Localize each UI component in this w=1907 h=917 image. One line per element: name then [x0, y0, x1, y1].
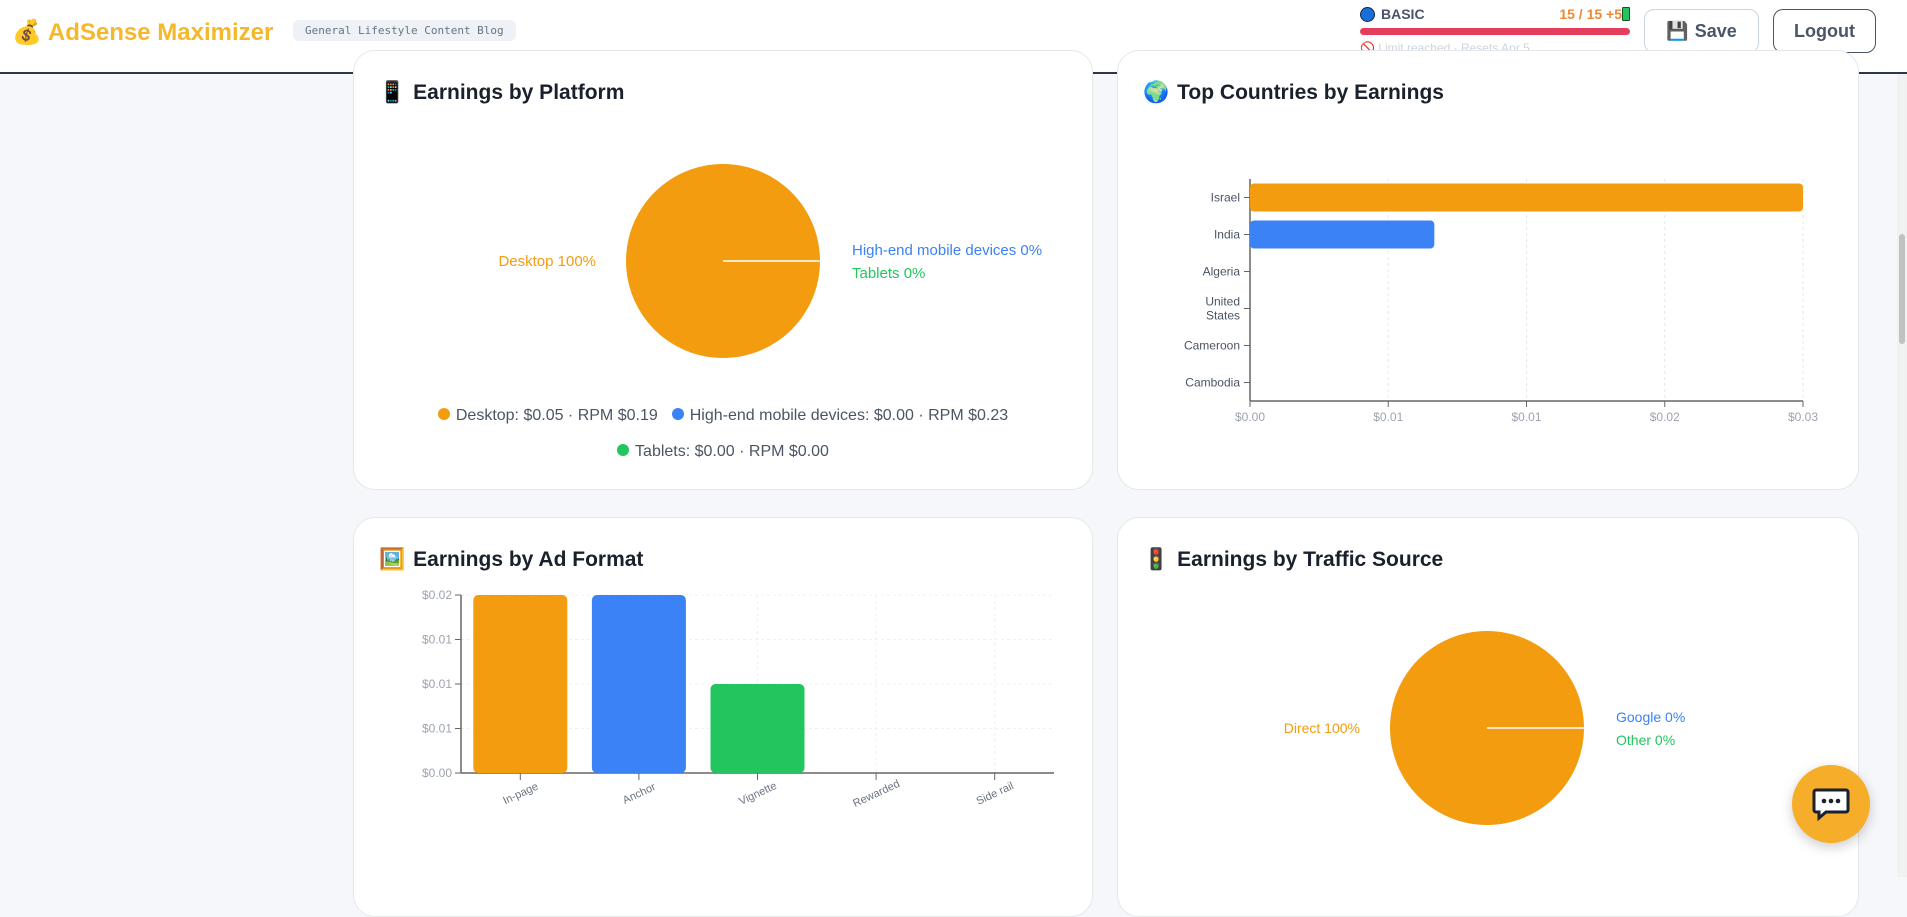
money-bag-icon: 💰	[12, 19, 42, 46]
y-tick-label: States	[1206, 309, 1240, 323]
card-title: Earnings by Ad Format	[413, 548, 644, 571]
scrollbar[interactable]	[1897, 74, 1907, 877]
x-tick-label: $0.02	[1650, 410, 1680, 424]
x-tick-label: Side rail	[975, 780, 1016, 808]
platform-pie-chart: Desktop 100% High-end mobile devices 0% …	[498, 164, 1042, 358]
picture-icon: 🖼️	[379, 548, 406, 571]
pie-label-mobile: High-end mobile devices 0%	[852, 242, 1042, 259]
app-logo[interactable]: 💰 AdSense Maximizer	[12, 18, 273, 47]
battery-icon	[1622, 7, 1630, 21]
legend: Desktop: $0.05 · RPM $0.19 High-end mobi…	[354, 407, 1092, 425]
site-tag: General Lifestyle Content Blog	[293, 20, 516, 41]
save-button[interactable]: 💾 Save	[1644, 9, 1759, 53]
blue-circle-icon	[1360, 6, 1375, 22]
chat-button[interactable]	[1792, 765, 1870, 843]
legend-item[interactable]: High-end mobile devices: $0.00 · RPM $0.…	[671, 407, 1008, 425]
y-tick-label: $0.01	[422, 722, 452, 736]
y-tick-label: India	[1214, 228, 1240, 242]
traffic-pie-chart: Direct 100% Google 0% Other 0%	[1284, 631, 1685, 825]
adformat-bar-chart: $0.00 $0.01 $0.01 $0.01 $0.02 In-page Anchor Vi…	[422, 588, 1054, 810]
y-tick-label: $0.02	[422, 588, 452, 602]
x-tick-label: $0.03	[1788, 410, 1818, 424]
card-title: 📱 Earnings by Platform	[379, 81, 625, 104]
y-tick-label: United	[1205, 295, 1240, 309]
x-tick-label: Anchor	[621, 781, 658, 807]
usage-count: 15 / 15 +5	[1559, 6, 1622, 22]
y-tick-label: $0.00	[422, 766, 452, 780]
bar-anchor[interactable]	[591, 595, 686, 773]
y-tick-label: Cameroon	[1184, 339, 1240, 353]
x-tick-label: $0.01	[1373, 410, 1403, 424]
platform-card: 📱 Earnings by Platform Desktop 100% High-…	[353, 50, 1093, 490]
floppy-disk-icon: 💾	[1666, 20, 1689, 41]
save-label: Save	[1694, 20, 1737, 41]
bar-vignette[interactable]	[710, 684, 805, 773]
pie-label-tablets: Tablets 0%	[852, 265, 925, 282]
legend-item[interactable]: Tablets: $0.00 · RPM $0.00	[617, 443, 829, 461]
scrollbar-thumb[interactable]	[1899, 234, 1905, 344]
legend: Tablets: $0.00 · RPM $0.00	[354, 443, 1092, 461]
countries-card: 🌍 Top Countries by Earnings $0.00 $0.01 $0.…	[1117, 50, 1859, 490]
plan-usage: BASIC 15 / 15 +5 🚫 Limit reached · Resets…	[1360, 6, 1630, 55]
countries-bar-chart: $0.00 $0.01 $0.01 $0.02 $0.03 Israel India Alge…	[1184, 179, 1818, 424]
bar-in-page[interactable]	[473, 595, 568, 773]
y-tick-label: $0.01	[422, 677, 452, 691]
logout-button[interactable]: Logout	[1773, 9, 1876, 53]
x-tick-label: In-page	[501, 781, 540, 808]
globe-icon: 🌍	[1143, 81, 1170, 104]
x-tick-label: $0.01	[1511, 410, 1541, 424]
pie-label-direct: Direct 100%	[1284, 720, 1360, 736]
x-tick-label: Rewarded	[851, 778, 902, 810]
traffic-card: 🚦 Earnings by Traffic Source Direct 100% …	[1117, 517, 1859, 917]
legend-item[interactable]: Desktop: $0.05 · RPM $0.19	[437, 407, 658, 425]
y-tick-label: Israel	[1211, 191, 1240, 205]
usage-bar	[1360, 28, 1630, 35]
bar-israel[interactable]	[1250, 183, 1803, 212]
card-title: Top Countries by Earnings	[1177, 81, 1444, 104]
chat-bubble-icon	[1812, 788, 1850, 821]
pie-label-google: Google 0%	[1616, 709, 1685, 725]
y-tick-label: Algeria	[1203, 265, 1241, 279]
app-name: AdSense Maximizer	[47, 18, 274, 46]
y-tick-label: Cambodia	[1185, 376, 1240, 390]
adformat-card: 🖼️ Earnings by Ad Format $0.00 $0.01 $0.01 $…	[353, 517, 1093, 917]
x-tick-label: Vignette	[737, 780, 778, 808]
mobile-phone-icon: 📱	[379, 81, 406, 104]
pie-label-other: Other 0%	[1616, 732, 1675, 748]
plan-name: BASIC	[1381, 6, 1425, 22]
card-title: Earnings by Traffic Source	[1177, 548, 1444, 571]
y-tick-label: $0.01	[422, 633, 452, 647]
pie-label-desktop: Desktop 100%	[498, 253, 596, 270]
traffic-light-icon: 🚦	[1143, 548, 1170, 571]
bar-india[interactable]	[1250, 220, 1435, 249]
x-tick-label: $0.00	[1235, 410, 1265, 424]
